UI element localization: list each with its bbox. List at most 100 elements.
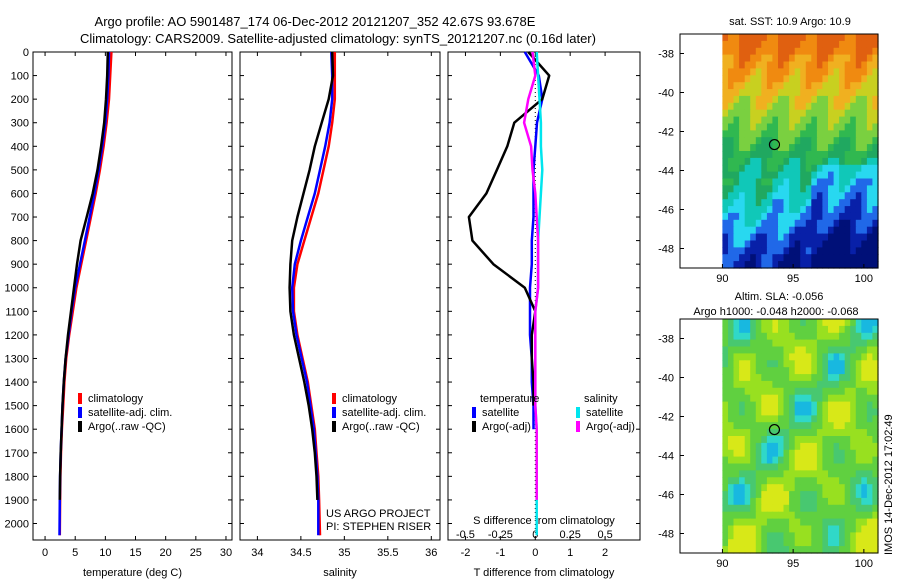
map-cell — [800, 61, 807, 69]
map-cell — [855, 116, 862, 125]
map-cell — [744, 123, 751, 131]
map-cell — [728, 339, 735, 348]
map-cell — [728, 346, 735, 354]
map-cell — [855, 339, 862, 348]
map-cell — [811, 61, 818, 69]
map-cell — [822, 332, 829, 341]
map-cell — [822, 415, 829, 423]
map-cell — [783, 449, 790, 458]
map-cell — [739, 212, 746, 221]
map-cell — [800, 123, 807, 131]
map-cell — [750, 144, 757, 152]
map-cell — [861, 34, 868, 42]
map-cell — [750, 54, 757, 63]
map-cell — [828, 199, 835, 207]
map-cell — [855, 199, 862, 207]
map-cell — [872, 109, 879, 118]
sla-map-title-line1: Altim. SLA: -0.056 — [735, 291, 824, 303]
map-cell — [822, 346, 829, 354]
map-cell — [844, 206, 851, 214]
map-cell — [778, 54, 785, 63]
map-cell — [861, 247, 868, 255]
map-cell — [783, 380, 790, 389]
map-cell — [828, 380, 835, 389]
map-cell — [794, 137, 801, 145]
map-cell — [800, 484, 807, 492]
map-cell — [816, 319, 824, 327]
map-cell — [872, 47, 879, 56]
map-cell — [822, 429, 829, 437]
map-cell — [855, 408, 862, 416]
map-cell — [772, 504, 779, 513]
map-cell — [761, 171, 768, 180]
map-cell — [833, 449, 840, 458]
map-cell — [805, 54, 812, 63]
map-cell — [861, 401, 868, 410]
map-cell — [761, 164, 768, 173]
map-cell — [800, 546, 807, 554]
map-cell — [794, 144, 801, 152]
map-cell — [722, 477, 729, 485]
map-cell — [822, 89, 829, 97]
map-cell — [783, 233, 790, 242]
map-cell — [778, 415, 785, 423]
map-cell — [744, 415, 751, 423]
map-cell — [833, 247, 840, 255]
map-cell — [728, 240, 735, 248]
map-cell — [761, 518, 768, 527]
map-cell — [833, 102, 840, 111]
map-cell — [783, 491, 790, 499]
map-cell — [778, 532, 785, 540]
map-cell — [833, 40, 840, 49]
map-cell — [861, 456, 868, 465]
map-cell — [766, 34, 774, 42]
map-cell — [866, 539, 874, 547]
map-cell — [844, 151, 851, 159]
map-cell — [750, 353, 757, 361]
map-cell — [811, 137, 818, 145]
legend-swatch — [472, 421, 476, 432]
map-cell — [850, 219, 857, 228]
map-cell — [761, 233, 768, 242]
map-cell — [733, 254, 740, 262]
map-cell — [794, 532, 801, 540]
x-tick-label: 1 — [567, 547, 573, 559]
map-cell — [755, 206, 762, 214]
map-cell — [789, 82, 796, 90]
map-cell — [728, 75, 735, 83]
map-cell — [839, 219, 846, 228]
map-cell — [733, 157, 740, 166]
map-cell — [794, 75, 801, 83]
map-cell — [872, 157, 879, 166]
map-cell — [755, 518, 762, 527]
map-cell — [833, 394, 840, 403]
map-cell — [816, 109, 824, 118]
map-cell — [839, 539, 846, 547]
map-cell — [794, 151, 801, 159]
map-cell — [789, 61, 796, 69]
map-cell — [789, 387, 796, 396]
map-cell — [766, 504, 774, 513]
map-cell — [839, 380, 846, 389]
map-cell — [839, 346, 846, 354]
map-cell — [861, 415, 868, 423]
map-cell — [766, 332, 774, 341]
map-cell — [855, 151, 862, 159]
map-cell — [750, 137, 757, 145]
map-cell — [844, 332, 851, 341]
map-cell — [805, 254, 812, 262]
map-cell — [828, 387, 835, 396]
map-cell — [833, 240, 840, 248]
map-cell — [866, 212, 874, 221]
map-cell — [783, 226, 790, 235]
map-cell — [805, 374, 812, 382]
map-cell — [733, 497, 740, 506]
map-border — [679, 318, 879, 554]
map-cell — [722, 497, 729, 506]
map-cell — [783, 54, 790, 63]
map-cell — [772, 442, 779, 451]
map-cell — [733, 206, 740, 214]
map-cell — [761, 68, 768, 76]
x-axis-label: T difference from climatology — [474, 567, 615, 579]
